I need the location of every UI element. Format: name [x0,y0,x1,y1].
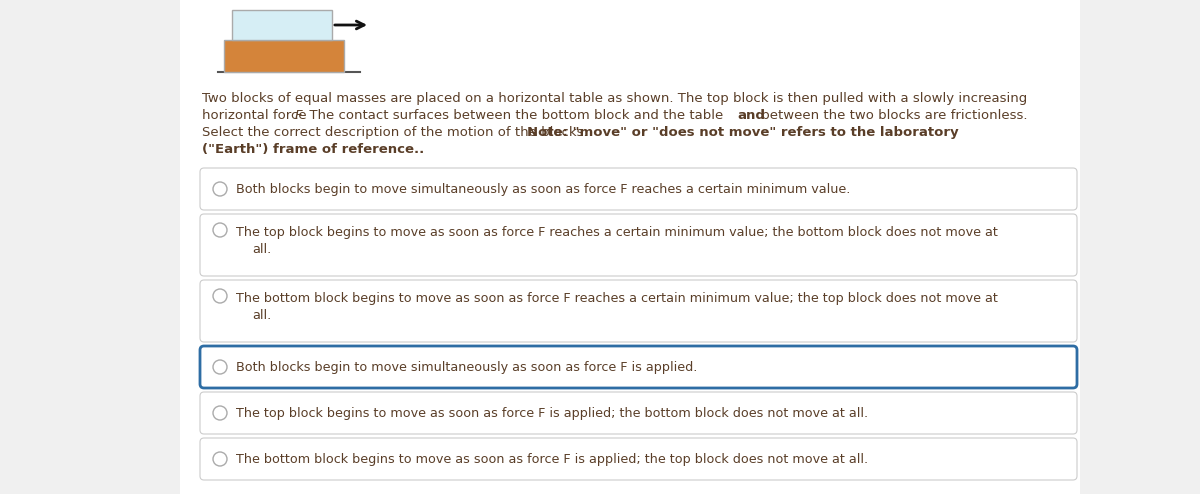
Circle shape [214,182,227,196]
Text: all.: all. [252,309,271,322]
Bar [180,0,1080,494]
Text: Two blocks of equal masses are placed on a horizontal table as shown. The top bl: Two blocks of equal masses are placed on… [202,92,1027,105]
FancyBboxPatch shape [200,392,1078,434]
Circle shape [214,452,227,466]
Text: all.: all. [252,243,271,256]
Circle shape [214,289,227,303]
Bar [232,10,332,40]
Text: between the two blocks are frictionless.: between the two blocks are frictionless. [757,109,1027,122]
FancyBboxPatch shape [200,438,1078,480]
Circle shape [214,223,227,237]
Text: . The contact surfaces between the bottom block and the table: . The contact surfaces between the botto… [301,109,727,122]
Bar [224,40,344,72]
Text: The bottom block begins to move as soon as force F reaches a certain minimum val: The bottom block begins to move as soon … [236,292,998,305]
Text: Note: "move" or "does not move" refers to the laboratory: Note: "move" or "does not move" refers t… [527,126,959,139]
FancyBboxPatch shape [200,346,1078,388]
Circle shape [214,406,227,420]
FancyBboxPatch shape [200,280,1078,342]
Text: Both blocks begin to move simultaneously as soon as force F reaches a certain mi: Both blocks begin to move simultaneously… [236,182,851,196]
FancyBboxPatch shape [200,214,1078,276]
Text: F: F [295,109,302,122]
Text: The top block begins to move as soon as force F reaches a certain minimum value;: The top block begins to move as soon as … [236,226,998,239]
Text: horizontal force: horizontal force [202,109,311,122]
Text: Both blocks begin to move simultaneously as soon as force F is applied.: Both blocks begin to move simultaneously… [236,361,697,373]
Text: and: and [737,109,764,122]
FancyBboxPatch shape [200,168,1078,210]
Circle shape [214,360,227,374]
Text: Select the correct description of the motion of the blocks.: Select the correct description of the mo… [202,126,592,139]
Text: The bottom block begins to move as soon as force F is applied; the top block doe: The bottom block begins to move as soon … [236,453,868,465]
Text: The top block begins to move as soon as force F is applied; the bottom block doe: The top block begins to move as soon as … [236,407,868,419]
Text: ("Earth") frame of reference..: ("Earth") frame of reference.. [202,143,425,156]
